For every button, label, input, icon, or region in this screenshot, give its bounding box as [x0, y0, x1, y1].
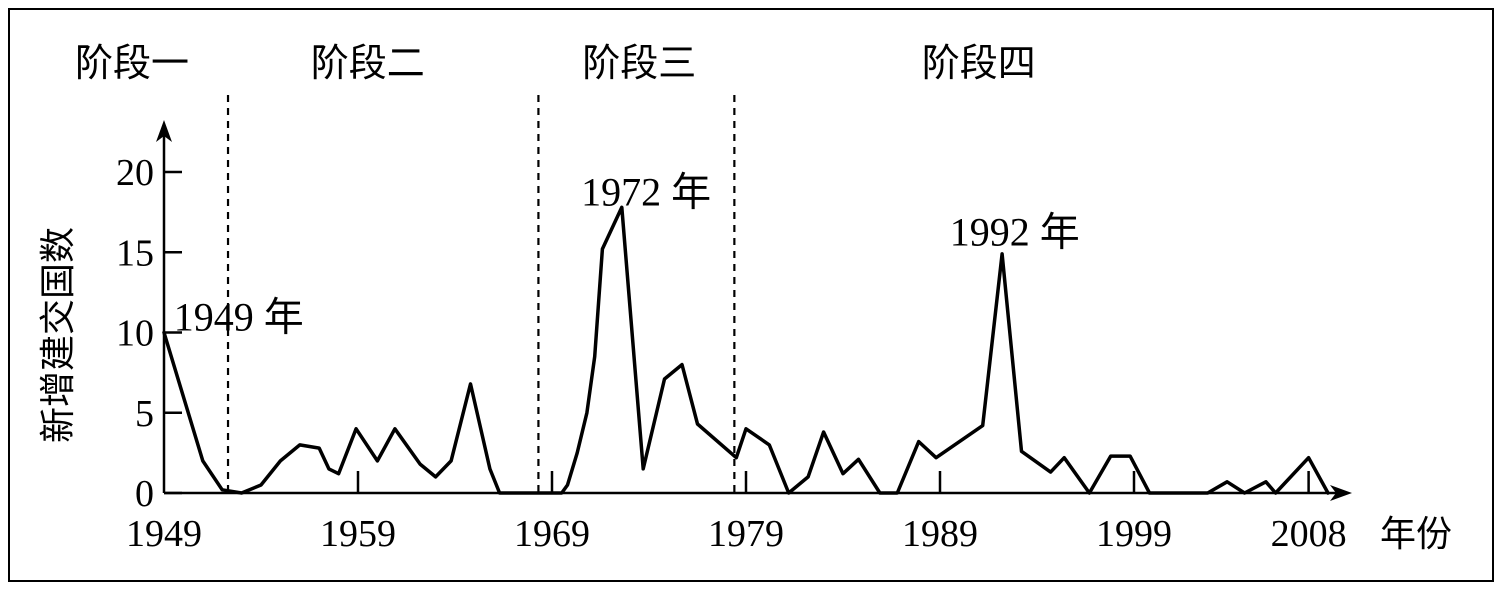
x-tick-label: 1969 — [514, 513, 590, 555]
series-line — [162, 205, 1330, 495]
stage-label: 阶段四 — [922, 41, 1036, 85]
y-axis-arrow — [156, 120, 172, 142]
x-tick-label: 1979 — [708, 513, 784, 555]
x-axis-arrow — [1330, 485, 1352, 501]
stage-label: 阶段二 — [311, 41, 425, 85]
x-tick-label: 1959 — [320, 513, 396, 555]
peak-annotation: 1949 年 — [174, 294, 304, 339]
x-tick-label: 2008 — [1271, 513, 1347, 555]
y-tick-label: 10 — [116, 313, 154, 355]
y-tick-label: 5 — [135, 393, 154, 435]
y-tick-label: 20 — [116, 152, 154, 194]
stage-label: 阶段一 — [75, 41, 189, 85]
y-tick-label: 0 — [135, 473, 154, 515]
x-tick-label: 1999 — [1096, 513, 1172, 555]
x-axis-title: 年份 — [1380, 514, 1452, 555]
peak-annotation: 1992 年 — [950, 209, 1080, 254]
y-tick-label: 15 — [116, 232, 154, 274]
x-tick-label: 1989 — [902, 513, 978, 555]
chart-frame — [8, 8, 1494, 582]
stage-label: 阶段三 — [582, 41, 696, 85]
y-axis-title: 新增建交国数 — [38, 227, 79, 443]
peak-annotation: 1972 年 — [581, 169, 711, 214]
x-tick-label: 1949 — [126, 513, 202, 555]
